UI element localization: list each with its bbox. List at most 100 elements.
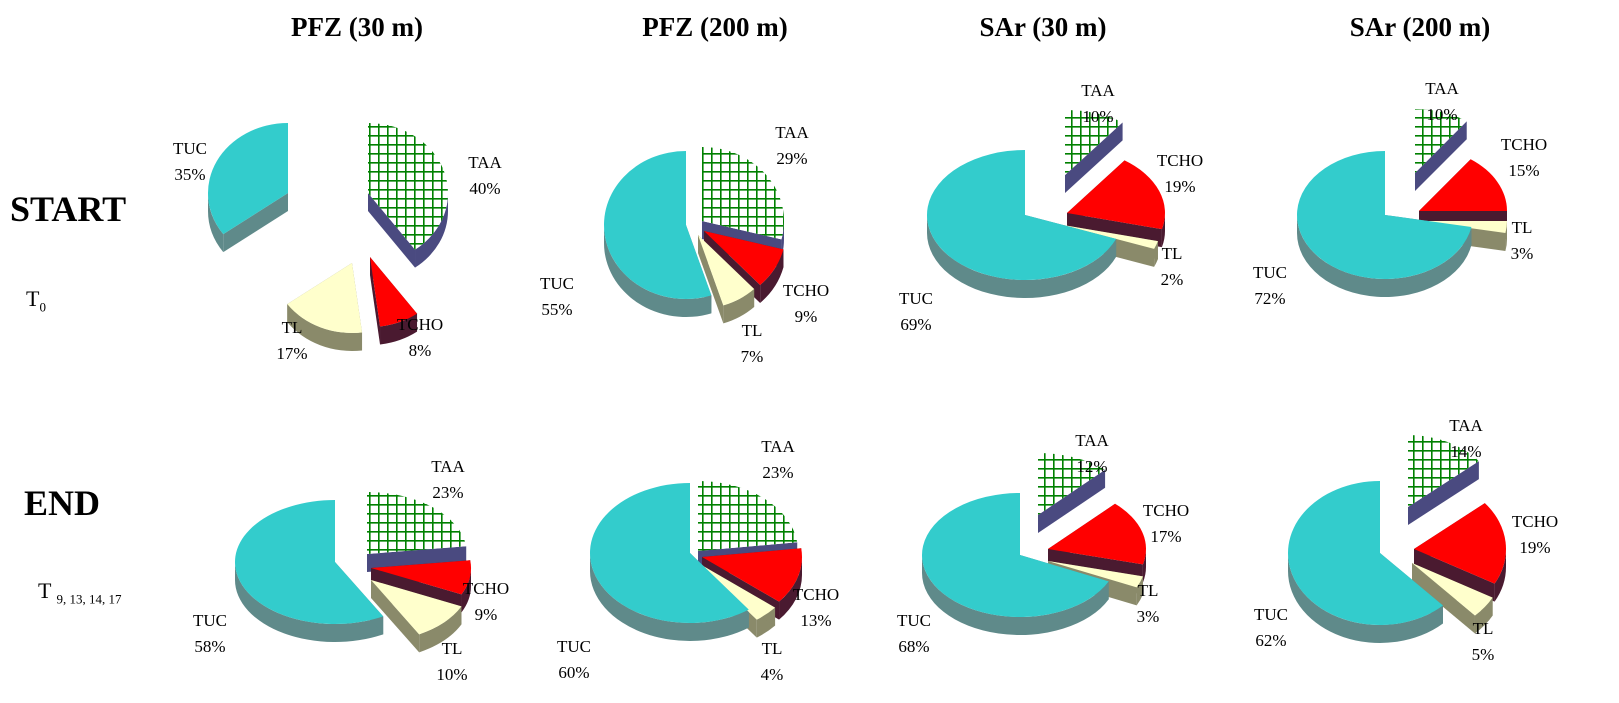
pie-1: TAA 29% TCHO 9% TL 7% TUC 55% [540, 123, 829, 366]
pie-3-slice-tuc [1297, 151, 1472, 279]
pie-6-label-tuc: TUC [897, 611, 931, 630]
pie-7-side-tcho [1494, 549, 1506, 602]
column-title-pfz-200: PFZ (200 m) [642, 12, 788, 42]
pie-5-label-taa: TAA [761, 437, 795, 456]
pie-7-slice-tcho [1414, 503, 1507, 584]
pie-0-wall-taa [368, 193, 416, 268]
pie-7-side-tuc [1288, 553, 1443, 644]
pie-5-slice-tcho [702, 548, 802, 602]
pie-0-value-tuc: 35% [174, 165, 205, 184]
pie-1-slice-taa [702, 147, 784, 240]
pie-2-side-tcho [1161, 213, 1165, 248]
pie-7-value-taa: 14% [1450, 442, 1481, 461]
pie-1-label-tl: TL [742, 321, 763, 340]
pie-2-slice-tl [1063, 225, 1158, 249]
pie-1-value-tcho: 9% [795, 307, 818, 326]
pie-5-value-tuc: 60% [558, 663, 589, 682]
pie-5-side-tcho [779, 557, 802, 620]
pie-1-value-taa: 29% [776, 149, 807, 168]
pie-4-value-taa: 23% [432, 483, 463, 502]
pie-7-value-tcho: 19% [1519, 538, 1550, 557]
pie-6: TAA 12% TCHO 17% TL 3% TUC 68% [897, 431, 1189, 656]
pie-6-value-taa: 12% [1076, 457, 1107, 476]
pie-3-slice-taa [1415, 109, 1467, 173]
pie-5-label-tcho: TCHO [793, 585, 839, 604]
pie-1-value-tuc: 55% [541, 300, 572, 319]
pie-0-slice-taa [368, 123, 449, 250]
pie-4-value-tcho: 9% [475, 605, 498, 624]
pie-2-label-taa: TAA [1081, 81, 1115, 100]
pie-5-label-tuc: TUC [557, 637, 591, 656]
pie-6-slice-tl [1048, 561, 1143, 588]
pie-2-value-tuc: 69% [900, 315, 931, 334]
pie-5-label-tl: TL [762, 639, 783, 658]
row-subtitle-end-index: 9, 13, 14, 17 [56, 591, 122, 607]
pie-1-label-tcho: TCHO [783, 281, 829, 300]
pie-0-side-taa [415, 193, 448, 268]
pie-6-slice-tuc [922, 493, 1109, 617]
pie-5-slice-tl [698, 563, 776, 620]
pie-7-wall-taa [1408, 461, 1479, 525]
pie-2-value-taa: 10% [1082, 107, 1113, 126]
pie-0-slice-tuc [208, 123, 288, 235]
pie-4-value-tuc: 58% [194, 637, 225, 656]
pie-7-label-tcho: TCHO [1512, 512, 1558, 531]
pie-2-wall-taa [1065, 122, 1123, 193]
row-subtitle-start: T0 [26, 286, 46, 315]
row-subtitle-start-main: T [26, 286, 40, 311]
pie-2-slice-taa [1065, 110, 1123, 175]
pie-1-label-tuc: TUC [540, 274, 574, 293]
pie-5-value-tl: 4% [761, 665, 784, 684]
pie-4-label-tl: TL [442, 639, 463, 658]
pie-5-slice-tuc [589, 483, 749, 623]
pie-3-label-tl: TL [1512, 218, 1533, 237]
pie-0-side-tuc [208, 193, 224, 253]
pie-2-label-tuc: TUC [899, 289, 933, 308]
pie-7-slice-taa [1408, 435, 1479, 507]
pie-7-slice-tuc [1288, 481, 1443, 626]
row-title-end: END [24, 483, 101, 523]
pie-1-value-tl: 7% [741, 347, 764, 366]
pie-3-value-tcho: 15% [1508, 161, 1539, 180]
pie-3-wall-taa [1415, 121, 1467, 191]
pie-0-label-tuc: TUC [173, 139, 207, 158]
pie-0-label-tcho: TCHO [397, 315, 443, 334]
pie-1-slice-tl [698, 235, 755, 306]
pie-1-side-tcho [760, 249, 784, 303]
pie-1-side-taa [781, 221, 784, 258]
pie-4-slice-taa [367, 492, 467, 554]
pie-7-label-taa: TAA [1449, 416, 1483, 435]
pie-0-wall-tuc [223, 193, 288, 253]
pie-4-slice-tuc [234, 500, 384, 624]
pie-2-side-tuc [927, 215, 1117, 298]
pie-0-value-tcho: 8% [409, 341, 432, 360]
pie-4-wall-tl [371, 580, 420, 653]
pie-3-label-taa: TAA [1425, 79, 1459, 98]
pie-0-side-tcho [380, 313, 418, 345]
pie-6-side-tcho [1142, 549, 1146, 583]
pie-7-slice-tl [1412, 563, 1493, 616]
pie-3-side-tuc [1297, 215, 1472, 298]
pie-5-slice-taa [698, 481, 798, 551]
pie-3-slice-tcho [1419, 159, 1507, 211]
pie-0-value-taa: 40% [469, 179, 500, 198]
pie-7-label-tuc: TUC [1254, 605, 1288, 624]
pie-5-side-tuc [590, 553, 749, 641]
pie-6-slice-tcho [1048, 503, 1146, 565]
pie-3-value-taa: 10% [1426, 105, 1457, 124]
pie-1-wall-tl [698, 235, 724, 324]
column-title-pfz-30: PFZ (30 m) [291, 12, 423, 42]
pie-6-value-tuc: 68% [898, 637, 929, 656]
pie-6-wall-taa [1038, 469, 1106, 533]
pie-6-label-tcho: TCHO [1143, 501, 1189, 520]
pie-2-value-tcho: 19% [1164, 177, 1195, 196]
pie-3: TAA 10% TCHO 15% TL 3% TUC 72% [1253, 79, 1547, 308]
pie-0-label-taa: TAA [468, 153, 502, 172]
pie-7: TAA 14% TCHO 19% TL 5% TUC 62% [1254, 416, 1558, 664]
pie-6-label-tl: TL [1138, 581, 1159, 600]
pie-3-value-tl: 3% [1511, 244, 1534, 263]
pie-1-label-taa: TAA [775, 123, 809, 142]
pie-5-value-taa: 23% [762, 463, 793, 482]
pie-1-slice-tcho [704, 231, 784, 285]
